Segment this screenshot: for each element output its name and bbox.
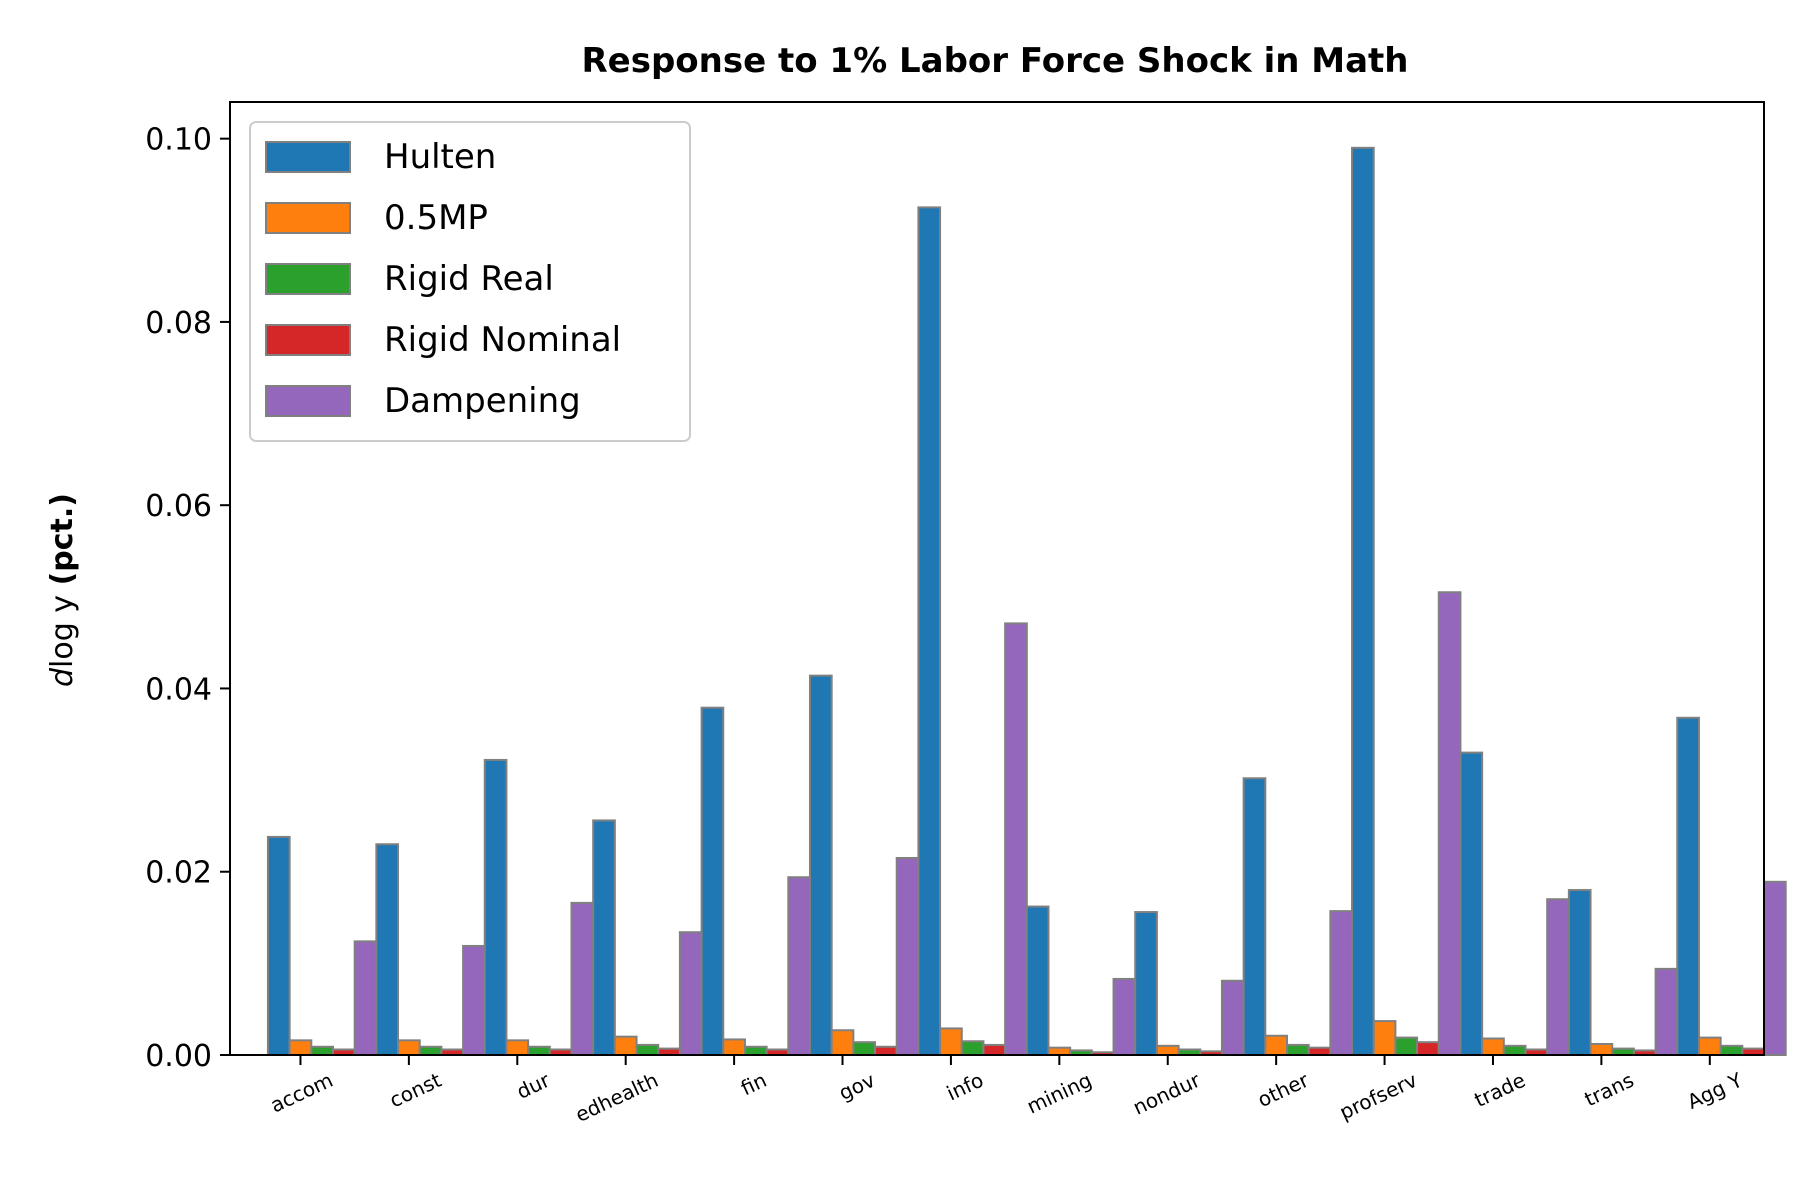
bar-hulten-gov (808, 674, 833, 1056)
bar-rigid-real-gov (852, 1041, 877, 1057)
bar-rigid-real-fin (743, 1045, 768, 1056)
bar-dampening-gov (895, 856, 920, 1056)
legend-swatch-0-5mp (265, 202, 351, 234)
legend-label-rigid-real: Rigid Real (384, 259, 554, 299)
bar-dampening-other (1329, 910, 1354, 1056)
bar-hulten-trans (1567, 889, 1592, 1056)
legend-swatch-rigid-real (265, 263, 351, 295)
y-tick-label: 0.02 (145, 856, 212, 891)
y-tick-label: 0.00 (145, 1039, 212, 1074)
bar-hulten-dur (483, 758, 508, 1056)
bar-rigid-real-const (418, 1045, 443, 1056)
bar-dampening-nondur (1220, 979, 1245, 1057)
chart-title: Response to 1% Labor Force Shock in Math (581, 41, 1408, 81)
y-axis: 0.00 0.02 0.04 0.06 0.08 0.10 (145, 123, 230, 1074)
bar-hulten-edhealth (592, 819, 616, 1056)
y-axis-label: dlog y (pct.) (45, 493, 80, 687)
y-tick-label: 0.04 (145, 672, 212, 707)
bar-rigid-real-agg-y (1719, 1044, 1744, 1056)
bar-0-5mp-mining (1047, 1046, 1072, 1057)
legend-label-rigid-nominal: Rigid Nominal (384, 320, 621, 360)
bar-hulten-accom (266, 835, 291, 1056)
bar-0-5mp-info (939, 1027, 963, 1057)
bar-hulten-agg-y (1676, 716, 1700, 1057)
bar-dampening-accom (353, 940, 378, 1056)
bar-0-5mp-accom (288, 1039, 313, 1056)
bar-0-5mp-dur (505, 1039, 530, 1056)
bar-dampening-const (462, 944, 486, 1057)
legend-swatch-rigid-nominal (265, 324, 351, 356)
bar-hulten-const (375, 843, 400, 1056)
bar-dampening-profserv (1437, 591, 1462, 1056)
bar-rigid-nominal-profserv (1416, 1041, 1440, 1057)
y-tick-label: 0.10 (145, 123, 212, 158)
bar-rigid-real-edhealth (635, 1043, 660, 1057)
bar-rigid-nominal-other (1307, 1046, 1332, 1057)
y-tick-label: 0.08 (145, 306, 212, 341)
y-axis-label-math: log y (45, 595, 80, 668)
bar-dampening-fin (787, 876, 811, 1056)
bars-layer (266, 146, 1787, 1057)
y-axis-label-italic: d (45, 667, 80, 687)
bar-rigid-nominal-info (982, 1043, 1007, 1057)
legend-swatch-hulten (265, 141, 351, 173)
bar-rigid-nominal-gov (874, 1045, 898, 1056)
bar-rigid-real-info (960, 1040, 985, 1056)
legend: Hulten 0.5MP Rigid Real Rigid Nominal Dampen… (249, 121, 691, 442)
bar-dampening-edhealth (678, 931, 703, 1057)
bar-rigid-real-trade (1502, 1044, 1527, 1056)
bar-0-5mp-gov (830, 1029, 855, 1057)
bar-0-5mp-trans (1589, 1043, 1614, 1056)
y-tick-label: 0.06 (145, 489, 212, 524)
legend-label-0-5mp: 0.5MP (384, 198, 488, 238)
bar-dampening-dur (570, 901, 595, 1057)
bar-dampening-info (1004, 622, 1028, 1057)
bar-hulten-nondur (1134, 911, 1158, 1056)
bar-rigid-real-profserv (1394, 1036, 1419, 1056)
bar-hulten-trade (1459, 751, 1484, 1056)
bar-rigid-real-dur (527, 1045, 551, 1056)
bar-hulten-fin (700, 706, 725, 1056)
bar-rigid-real-other (1286, 1043, 1310, 1057)
bar-0-5mp-other (1264, 1034, 1288, 1057)
bar-0-5mp-trade (1481, 1037, 1505, 1057)
bar-rigid-real-accom (310, 1045, 334, 1056)
bar-0-5mp-edhealth (613, 1035, 638, 1057)
svg-text:dlog y (pct.): dlog y (pct.) (45, 493, 80, 687)
bar-0-5mp-agg-y (1697, 1036, 1722, 1056)
bar-0-5mp-fin (722, 1038, 746, 1057)
bar-dampening-agg-y (1763, 880, 1787, 1056)
bar-dampening-mining (1112, 977, 1137, 1056)
bar-dampening-trade (1546, 898, 1570, 1056)
legend-label-hulten: Hulten (384, 137, 496, 177)
y-axis-label-unit: (pct.) (45, 493, 80, 585)
bar-hulten-other (1242, 777, 1267, 1056)
bar-hulten-mining (1025, 905, 1050, 1056)
bar-hulten-profserv (1351, 146, 1375, 1056)
bar-0-5mp-const (397, 1039, 421, 1056)
bar-dampening-trans (1654, 967, 1679, 1056)
bar-hulten-info (917, 206, 942, 1056)
bar-0-5mp-nondur (1155, 1044, 1180, 1056)
legend-label-dampening: Dampening (384, 381, 581, 421)
legend-swatch-dampening (265, 385, 351, 417)
plot-frame (229, 101, 1765, 1056)
bar-0-5mp-profserv (1372, 1020, 1397, 1056)
legend-box (249, 121, 691, 442)
